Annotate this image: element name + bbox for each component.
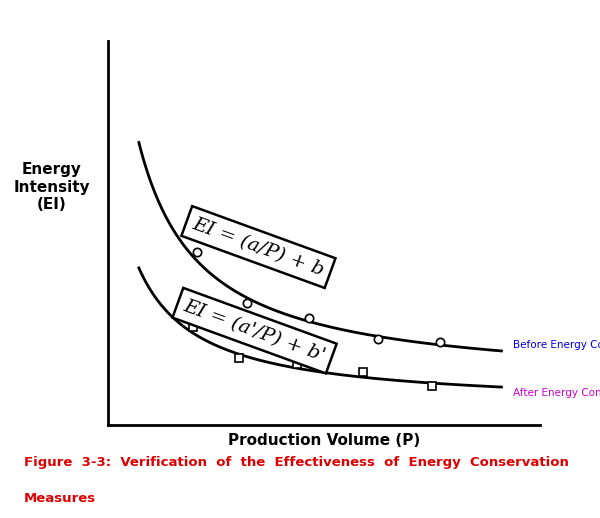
Text: EI = (a'/P) + b': EI = (a'/P) + b' xyxy=(181,297,328,365)
Text: Measures: Measures xyxy=(24,492,96,505)
Text: Figure  3-3:  Verification  of  the  Effectiveness  of  Energy  Conservation: Figure 3-3: Verification of the Effectiv… xyxy=(24,456,569,469)
Text: EI = (a/P) + b: EI = (a/P) + b xyxy=(190,215,327,279)
Text: After Energy Conservation: After Energy Conservation xyxy=(513,387,600,398)
Text: Energy
Intensity
(EI): Energy Intensity (EI) xyxy=(14,162,90,212)
X-axis label: Production Volume (P): Production Volume (P) xyxy=(228,433,420,448)
Text: Before Energy Conservation: Before Energy Conservation xyxy=(513,340,600,350)
